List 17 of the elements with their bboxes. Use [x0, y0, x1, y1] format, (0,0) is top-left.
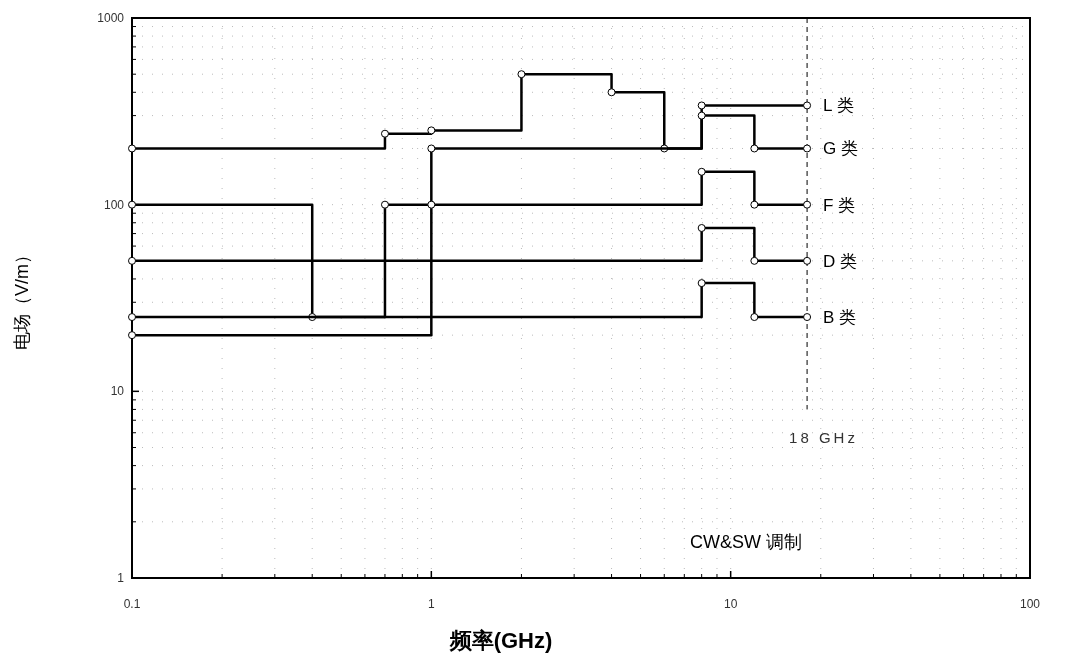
annotation: CW&SW 调制: [690, 532, 802, 552]
x-tick-label: 0.1: [123, 597, 141, 611]
series-label: D 类: [823, 251, 858, 271]
series-label: F 类: [823, 195, 856, 215]
series-label: L 类: [823, 96, 854, 116]
x-tick-label: 100: [1019, 597, 1041, 611]
x-axis-title: 频率(GHz): [448, 628, 553, 653]
ref-line-label: 18 GHz: [789, 429, 858, 446]
x-tick-label: 10: [723, 597, 738, 611]
y-tick-label: 1000: [97, 11, 125, 25]
series-label: B 类: [823, 308, 857, 328]
y-axis-title: 电场（V/m）: [12, 245, 32, 351]
x-tick-label: 1: [427, 597, 435, 611]
y-tick-label: 100: [103, 197, 125, 212]
series-label: G 类: [823, 139, 859, 159]
y-tick-label: 1: [117, 571, 125, 585]
y-tick-label: 10: [110, 384, 125, 399]
